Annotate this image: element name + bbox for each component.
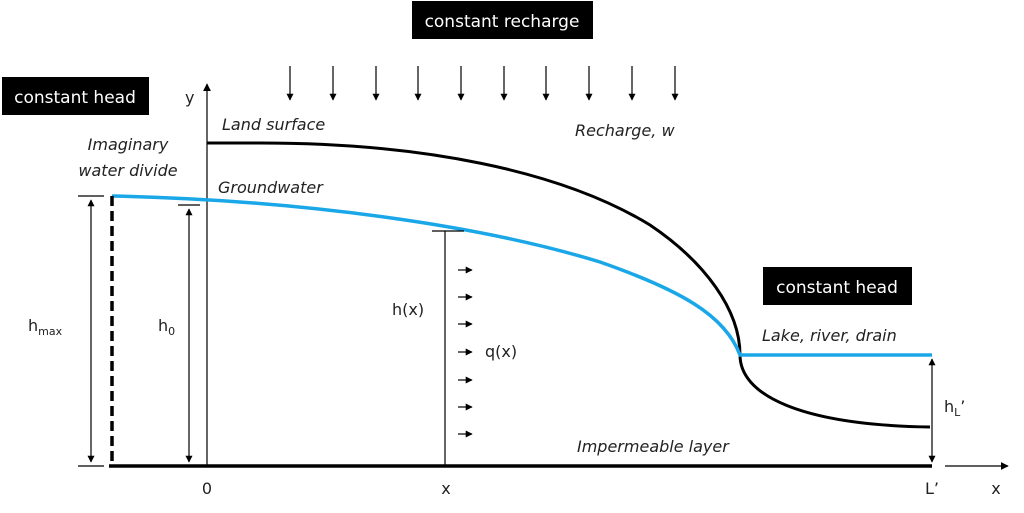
groundwater-table-curve <box>111 194 932 357</box>
L-prime-label: L’ <box>925 479 939 498</box>
constant-head-right-label: constant head <box>776 278 898 298</box>
x-axis-label: x <box>991 479 1000 498</box>
imaginary-water-divide-line2: water divide <box>78 161 177 180</box>
h0-label: h0 <box>158 316 175 338</box>
land-surface-curve <box>207 141 931 429</box>
hL-label: hL’ <box>944 397 965 419</box>
hx-label: h(x) <box>392 300 424 319</box>
constant-recharge-label: constant recharge <box>425 12 580 32</box>
hmax-dimension <box>78 195 104 467</box>
imaginary-water-divide-line1: Imaginary <box>88 135 169 154</box>
qx-label: q(x) <box>485 342 517 361</box>
groundwater-label: Groundwater <box>218 178 324 197</box>
y-axis-label: y <box>185 88 194 107</box>
h0-dimension <box>178 204 200 463</box>
recharge-arrows <box>286 66 679 101</box>
x-position-label: x <box>441 479 450 498</box>
land-surface-label: Land surface <box>222 115 325 134</box>
constant-head-left-badge: constant head <box>2 77 149 115</box>
lake-river-drain-label: Lake, river, drain <box>762 326 897 345</box>
constant-head-left-label: constant head <box>14 88 136 108</box>
constant-head-right-badge: constant head <box>763 267 912 305</box>
hx-section <box>432 230 473 466</box>
hmax-label: hmax <box>28 316 63 338</box>
recharge-label: Recharge, w <box>575 121 675 140</box>
constant-recharge-badge: constant recharge <box>412 1 593 39</box>
impermeable-layer-label: Impermeable layer <box>577 437 730 456</box>
origin-label: 0 <box>202 479 212 498</box>
